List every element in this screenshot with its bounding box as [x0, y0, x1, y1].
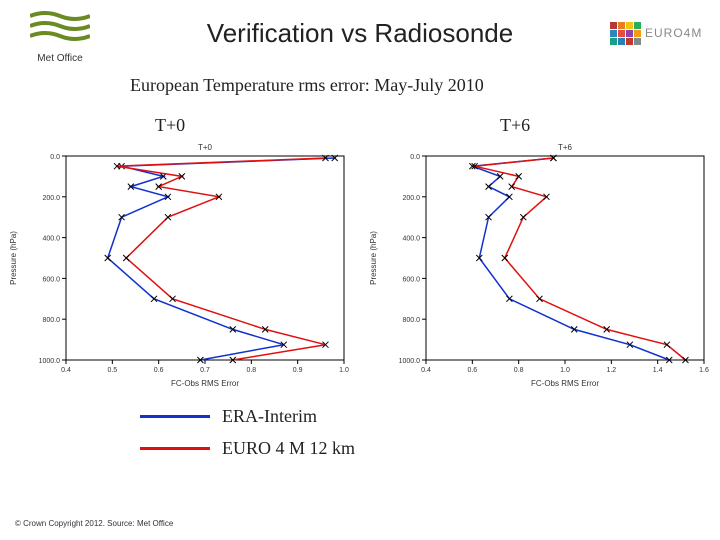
- x-tick-label: 0.4: [61, 367, 71, 374]
- x-tick-label: 1.0: [560, 367, 570, 374]
- chart-row: T+00.0200.0400.0600.0800.01000.00.40.50.…: [0, 140, 720, 390]
- x-tick-label: 0.5: [107, 367, 117, 374]
- x-tick-label: 1.6: [699, 367, 709, 374]
- legend-swatch: [140, 415, 210, 418]
- legend: ERA-Interim EURO 4 M 12 km: [140, 400, 440, 464]
- y-tick-label: 800.0: [42, 317, 60, 324]
- x-tick-label: 1.0: [339, 367, 349, 374]
- chart-small-title: T+6: [558, 143, 573, 152]
- x-tick-label: 0.9: [293, 367, 303, 374]
- y-tick-label: 400.0: [42, 236, 60, 243]
- x-tick-label: 0.8: [514, 367, 524, 374]
- legend-item: EURO 4 M 12 km: [140, 432, 440, 464]
- x-tick-label: 0.6: [467, 367, 477, 374]
- x-tick-label: 1.2: [606, 367, 616, 374]
- chart-right: T+6 0.0 200.0 400.0 600.0 800.0 1000.00.4 0.6 0.…: [360, 140, 720, 390]
- x-tick-label: 0.7: [200, 367, 210, 374]
- chart-label-right: T+6: [500, 115, 530, 136]
- legend-label: EURO 4 M 12 km: [222, 438, 355, 459]
- chart-left: T+0 0.0 200.0 400.0 600.0 800.0 1000.00.4 0.5 0.…: [0, 140, 360, 390]
- y-tick-label: 1000.0: [39, 358, 61, 365]
- legend-item: ERA-Interim: [140, 400, 440, 432]
- copyright-text: © Crown Copyright 2012. Source: Met Offi…: [15, 519, 173, 528]
- x-tick-label: 0.4: [421, 367, 431, 374]
- met-office-text: Met Office: [20, 53, 100, 64]
- chart-label-left: T+0: [155, 115, 185, 136]
- euro4m-text: EURO4M: [645, 22, 702, 44]
- legend-label: ERA-Interim: [222, 406, 317, 427]
- y-tick-label: 0.0: [410, 154, 420, 161]
- y-axis-label: Pressure (hPa): [9, 231, 18, 285]
- x-tick-label: 0.6: [154, 367, 164, 374]
- x-tick-label: 1.4: [653, 367, 663, 374]
- y-tick-label: 600.0: [42, 276, 60, 283]
- slide-root: Met Office Verification vs Radiosonde EU…: [0, 0, 720, 540]
- euro4m-logo: EURO4M: [610, 22, 710, 48]
- x-axis-label: FC-Obs RMS Error: [171, 379, 239, 388]
- chart-right-svg: T+6 0.0 200.0 400.0 600.0 800.0 1000.00.4 0.6 0.…: [360, 140, 720, 390]
- header: Met Office Verification vs Radiosonde EU…: [0, 0, 720, 70]
- y-tick-label: 800.0: [402, 317, 420, 324]
- y-tick-label: 0.0: [50, 154, 60, 161]
- y-tick-label: 600.0: [402, 276, 420, 283]
- y-tick-label: 400.0: [402, 236, 420, 243]
- y-tick-label: 200.0: [42, 195, 60, 202]
- y-tick-label: 200.0: [402, 195, 420, 202]
- y-tick-label: 1000.0: [399, 358, 421, 365]
- x-axis-label: FC-Obs RMS Error: [531, 379, 599, 388]
- legend-swatch: [140, 447, 210, 450]
- y-axis-label: Pressure (hPa): [369, 231, 378, 285]
- x-tick-label: 0.8: [246, 367, 256, 374]
- euro4m-blocks-icon: [610, 22, 641, 45]
- subtitle: European Temperature rms error: May-July…: [130, 75, 550, 96]
- chart-left-svg: T+0 0.0 200.0 400.0 600.0 800.0 1000.00.4 0.5 0.…: [0, 140, 360, 390]
- chart-small-title: T+0: [198, 143, 213, 152]
